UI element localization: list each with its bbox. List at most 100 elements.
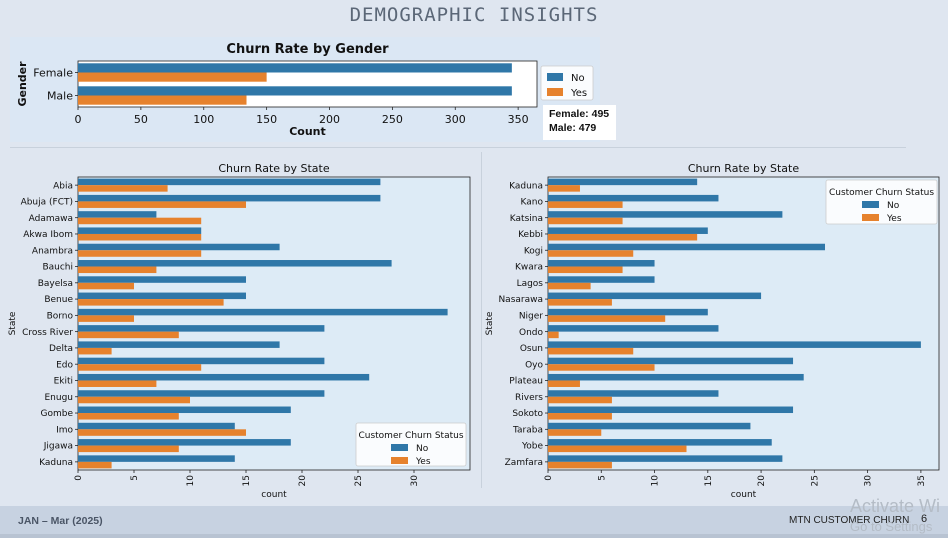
footer-bar: JAN – Mar (2025) MTN CUSTOMER CHURN 6 [0, 506, 948, 534]
bar-gombe-yes [78, 413, 179, 420]
y-tick-label-bauchi: Bauchi [42, 263, 73, 273]
y-tick-label-jigawa: Jigawa [43, 442, 73, 452]
x-tick-label-20: 20 [757, 475, 767, 487]
bar-gombe-no [78, 406, 291, 414]
bar-zamfara-yes [548, 461, 612, 469]
state-chart-right: Kaduna Kano Katsina Kebbi Kogi Kwara Lagos Nasa… [482, 152, 948, 506]
bar-akwa-ibom-no [78, 227, 202, 234]
bar-edo-yes [78, 364, 202, 371]
activation-watermark-subtext: Go to Settings [850, 519, 933, 534]
y-tick-label-lagos: Lagos [517, 279, 544, 289]
y-tick-label-kaduna: Kaduna [39, 458, 73, 468]
y-tick-label-ondo: Ondo [519, 328, 544, 338]
bar-oyo-yes [548, 364, 655, 371]
bar-rivers-no [548, 390, 719, 397]
x-tick-label-100: 100 [193, 113, 214, 126]
y-tick-label-nasarawa: Nasarawa [498, 295, 543, 305]
y-tick-label-male: Male [47, 89, 73, 102]
legend-swatch-no [547, 73, 563, 81]
plot-area [77, 176, 471, 471]
bar-bauchi-yes [78, 266, 157, 274]
y-tick-label-plateau: Plateau [509, 377, 543, 387]
x-tick-label-300: 300 [445, 113, 466, 126]
bar-abia-yes [78, 185, 168, 192]
y-tick-label-female: Female [33, 66, 73, 79]
y-tick-label-katsina: Katsina [510, 214, 543, 224]
y-tick-label-oyo: Oyo [525, 360, 543, 370]
bar-yobe-yes [548, 445, 687, 453]
x-tick-label-5: 5 [597, 475, 607, 481]
bar-kaduna-yes [548, 185, 580, 192]
x-tick-label-30: 30 [410, 475, 420, 487]
bar-benue-yes [78, 299, 224, 306]
bar-kwara-yes [548, 266, 623, 274]
legend-swatch-no [862, 201, 879, 208]
bar-adamawa-no [78, 211, 157, 218]
bar-kebbi-no [548, 227, 708, 234]
column-divider [481, 152, 482, 488]
bar-enugu-no [78, 390, 325, 397]
x-tick-label-0: 0 [75, 113, 82, 126]
bar-delta-no [78, 341, 280, 348]
legend-box [355, 422, 467, 467]
bar-plateau-no [548, 373, 804, 381]
x-tick-label-15: 15 [242, 475, 252, 486]
bar-borno-yes [78, 315, 134, 322]
x-axis-label: count [261, 490, 287, 500]
legend-title: Customer Churn Status [358, 431, 463, 441]
bar-kebbi-yes [548, 233, 698, 241]
y-tick-label-kano: Kano [521, 198, 544, 208]
bar-kogi-no [548, 243, 826, 251]
x-tick-label-150: 150 [256, 113, 277, 126]
x-tick-label-10: 10 [186, 475, 196, 487]
y-tick-label-edo: Edo [56, 360, 73, 370]
bar-bayelsa-no [78, 276, 246, 283]
bar-imo-no [78, 422, 235, 430]
legend-label-yes: Yes [415, 457, 431, 467]
y-tick-label-niger: Niger [519, 312, 543, 322]
bar-cross-river-no [78, 325, 325, 332]
bar-bauchi-no [78, 260, 392, 267]
x-tick-label-25: 25 [810, 475, 820, 486]
bar-female-no [78, 63, 512, 73]
x-tick-label-10: 10 [651, 475, 661, 487]
legend-title: Customer Churn Status [829, 188, 934, 198]
y-tick-label-adamawa: Adamawa [29, 214, 73, 224]
y-tick-label-yobe: Yobe [521, 442, 544, 452]
x-tick-label-20: 20 [298, 475, 308, 487]
y-tick-label-rivers: Rivers [515, 393, 543, 403]
y-axis-label: State [8, 311, 18, 335]
x-tick-label-250: 250 [382, 113, 403, 126]
y-tick-label-bayelsa: Bayelsa [38, 279, 73, 289]
bar-kwara-no [548, 260, 655, 267]
legend-swatch-yes [547, 88, 563, 96]
y-tick-label-taraba: Taraba [512, 425, 543, 435]
legend-label-no: No [887, 201, 900, 211]
bar-abuja-fct-no [78, 194, 381, 202]
bar-sokoto-no [548, 406, 794, 414]
x-tick-label-0: 0 [74, 475, 84, 481]
y-tick-label-imo: Imo [56, 425, 73, 435]
y-tick-label-abia: Abia [53, 181, 73, 191]
y-tick-label-benue: Benue [44, 295, 73, 305]
legend-label-no: No [571, 73, 585, 84]
bar-taraba-yes [548, 429, 602, 436]
bar-enugu-yes [78, 396, 190, 404]
bar-male-no [78, 86, 512, 96]
legend-swatch-yes [391, 457, 408, 464]
y-axis-label: Gender [16, 61, 29, 107]
female-count-text: Female: 495 [549, 108, 610, 120]
footer-report-name: MTN CUSTOMER CHURN [789, 515, 910, 526]
bar-ondo-no [548, 325, 719, 332]
state-chart-right-svg: Kaduna Kano Katsina Kebbi Kogi Kwara Lagos Nasa… [485, 162, 940, 500]
bottom-strip [0, 534, 948, 538]
bar-niger-yes [548, 315, 666, 322]
x-tick-label-35: 35 [917, 475, 927, 486]
bar-oyo-no [548, 357, 794, 365]
bar-nasarawa-yes [548, 299, 612, 306]
bar-abuja-fct-yes [78, 201, 246, 208]
legend-swatch-no [391, 444, 408, 451]
x-tick-label-25: 25 [354, 475, 364, 486]
bar-cross-river-yes [78, 331, 179, 339]
y-tick-label-zamfara: Zamfara [505, 458, 543, 468]
